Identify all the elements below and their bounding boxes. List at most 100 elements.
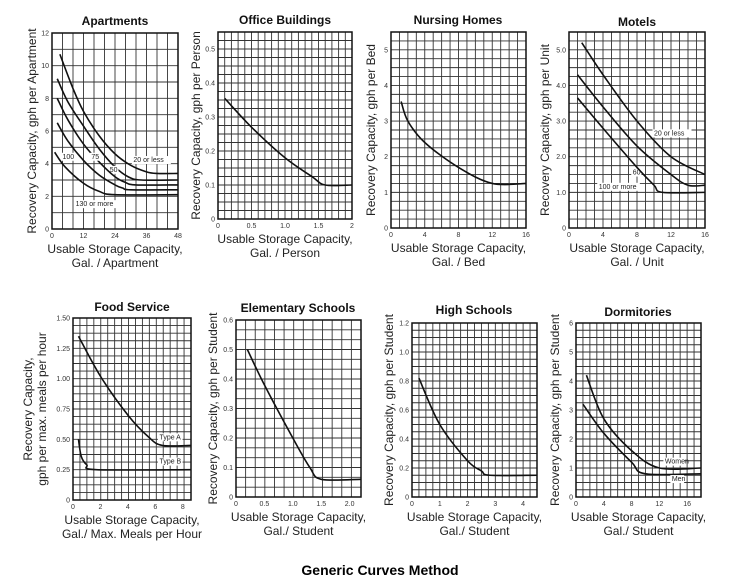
x-axis-label: Gal./ Student [263, 524, 334, 538]
x-axis-label: Usable Storage Capacity, [569, 241, 704, 255]
plot-frame [217, 31, 353, 220]
plot-frame [51, 32, 179, 230]
y-tick-label: 12 [41, 31, 49, 38]
y-tick-label: 4 [569, 379, 573, 386]
x-axis-label: Gal. / Bed [432, 255, 485, 269]
curve-label: Men [672, 476, 686, 483]
y-tick-label: 1.50 [56, 316, 70, 323]
curve-label-background [157, 457, 183, 466]
y-axis-label: Recovery Capacity, gph per Bed [364, 44, 378, 216]
x-tick-label: 8 [181, 504, 185, 511]
x-tick-label: 16 [701, 232, 709, 239]
x-tick-label: 0 [71, 504, 75, 511]
plot-frame [411, 322, 538, 498]
plot-frame [235, 319, 362, 498]
y-tick-label: 0.25 [56, 467, 70, 474]
y-tick-label: 1.25 [56, 346, 70, 353]
y-tick-label: 1.2 [399, 321, 409, 328]
x-tick-label: 0 [567, 232, 571, 239]
x-tick-label: 4 [126, 504, 130, 511]
y-tick-label: 0.2 [205, 149, 215, 156]
curve-label-background [670, 475, 685, 484]
x-tick-label: 8 [635, 232, 639, 239]
x-tick-label: 0 [389, 232, 393, 239]
y-tick-label: 0.3 [205, 115, 215, 122]
y-tick-label: 4 [45, 161, 49, 168]
y-tick-label: 0.4 [205, 81, 215, 88]
grid [218, 32, 352, 219]
curve [418, 377, 538, 477]
curve-type-a [77, 335, 192, 447]
chart-title: Dormitories [604, 305, 672, 319]
x-tick-label: 12 [488, 232, 496, 239]
curve-label-background [61, 152, 75, 161]
chart-title: Nursing Homes [414, 13, 503, 27]
x-tick-label: 1.5 [316, 501, 326, 508]
x-axis-label: Usable Storage Capacity, [391, 241, 526, 255]
y-axis-label: Recovery Capacity, gph per Student [382, 313, 396, 506]
y-tick-label: 0 [569, 495, 573, 502]
y-tick-label: 5 [384, 47, 388, 54]
curve-men [582, 403, 702, 476]
y-tick-label: 4.0 [556, 83, 566, 90]
x-tick-label: 24 [111, 233, 119, 240]
y-tick-label: 1.0 [556, 190, 566, 197]
chart-title: Office Buildings [239, 13, 331, 27]
y-tick-label: 0.2 [223, 436, 233, 443]
y-tick-label: 0.75 [56, 407, 70, 414]
y-tick-label: 3 [384, 119, 388, 126]
curve-label: 20 or less [133, 157, 164, 164]
curve-50 [56, 78, 179, 182]
x-tick-label: 0 [574, 501, 578, 508]
y-tick-label: 4 [384, 83, 388, 90]
curve-label: 50 [110, 167, 118, 174]
plot-frame [72, 317, 192, 501]
x-tick-label: 0 [216, 223, 220, 230]
y-axis-label: Recovery Capacity, gph per Student [206, 312, 220, 505]
y-tick-label: 2 [569, 437, 573, 444]
curve-label: 100 or more [599, 184, 637, 191]
x-tick-label: 36 [143, 233, 151, 240]
y-tick-label: 0.1 [205, 183, 215, 190]
x-axis-label: Gal./ Max. Meals per Hour [62, 527, 202, 541]
x-axis-label: Usable Storage Capacity, [571, 510, 706, 524]
x-tick-label: 16 [683, 501, 691, 508]
x-tick-label: 4 [602, 501, 606, 508]
chart-title: Apartments [82, 14, 149, 28]
y-axis-label: Recovery Capacity, gph per Person [189, 31, 203, 220]
y-tick-label: 0.4 [223, 377, 233, 384]
y-axis-label: Recovery Capacity, [21, 357, 35, 460]
x-tick-label: 4 [601, 232, 605, 239]
plot-frame [568, 31, 706, 229]
curve-label-background [631, 168, 642, 177]
x-tick-label: 2 [350, 223, 354, 230]
y-tick-label: 0.3 [223, 406, 233, 413]
x-axis-label: Gal./ Student [439, 524, 510, 538]
x-tick-label: 0.5 [247, 223, 257, 230]
y-tick-label: 1.00 [56, 376, 70, 383]
y-tick-label: 0 [229, 495, 233, 502]
grid [576, 323, 701, 497]
chart-elementary-schools: Elementary Schools 0 0.5 1.0 1.5 2.0 0 0.1 0.2 0.… [206, 301, 366, 538]
curve-label-background [597, 182, 640, 191]
grid [391, 32, 526, 228]
curve-100 [56, 122, 179, 191]
x-tick-label: 8 [630, 501, 634, 508]
curve-label: 75 [91, 154, 99, 161]
y-tick-label: 0.5 [223, 347, 233, 354]
chart-title: Motels [618, 15, 656, 29]
y-tick-label: 2 [384, 154, 388, 161]
y-tick-label: 3 [569, 408, 573, 415]
curve [224, 97, 353, 187]
y-tick-label: 0 [384, 226, 388, 233]
curve-130-or-more [53, 151, 179, 196]
y-tick-label: 1 [569, 466, 573, 473]
y-tick-label: 0.6 [399, 408, 409, 415]
curve [246, 349, 362, 481]
y-tick-label: 1.0 [399, 350, 409, 357]
curve [400, 101, 527, 186]
y-tick-label: 0 [562, 226, 566, 233]
x-axis-label: Gal. / Unit [610, 255, 664, 269]
